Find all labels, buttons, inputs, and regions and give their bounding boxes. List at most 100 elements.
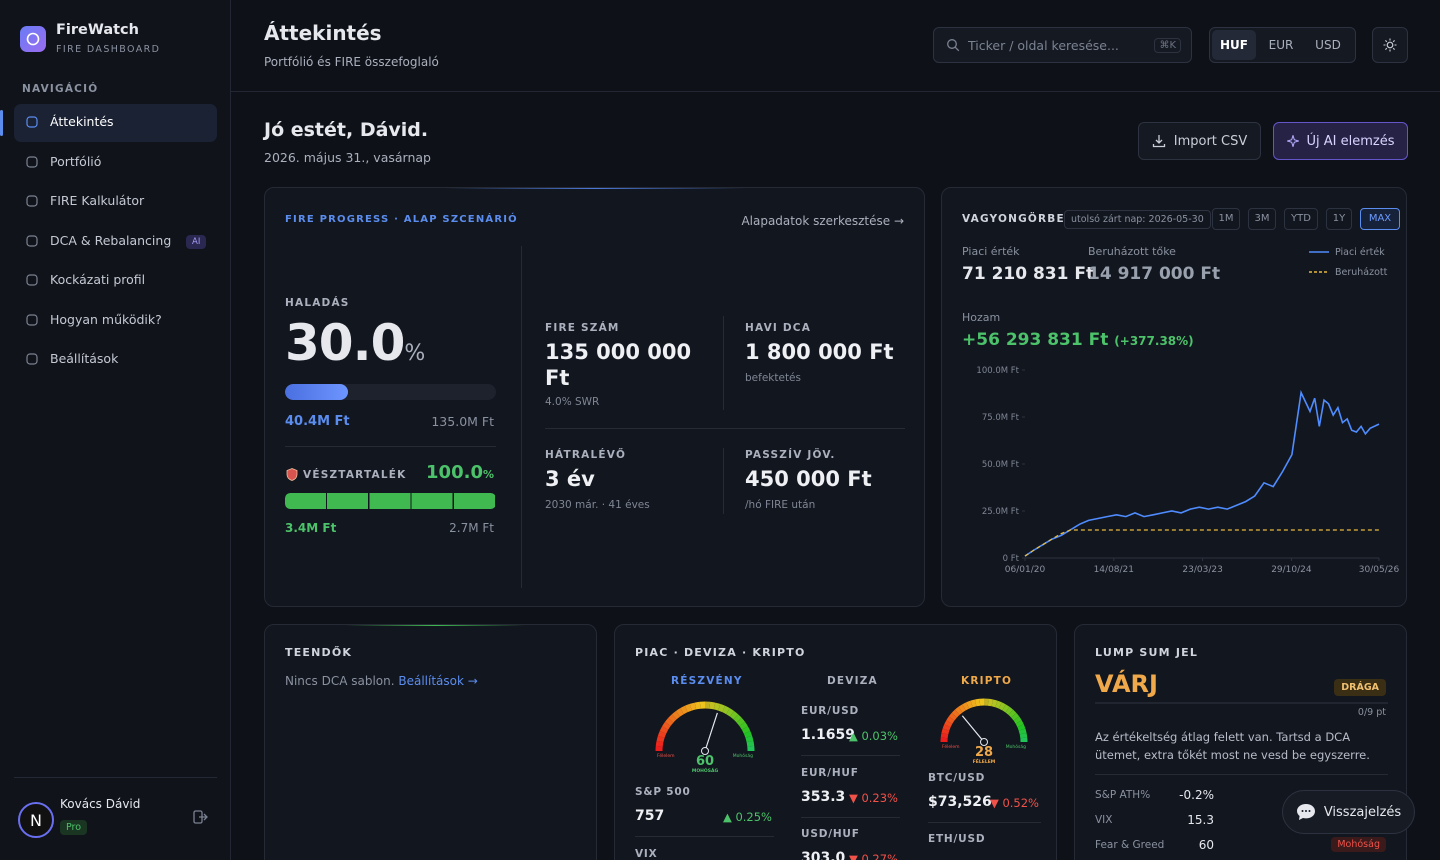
progress-target: 135.0M Ft (431, 414, 494, 429)
nav-item[interactable]: FIRE Kalkulátor (50, 193, 145, 208)
vdivider (521, 246, 522, 588)
quote-name: ETH/USD (928, 833, 986, 845)
logo (20, 26, 46, 52)
nav-icon (26, 195, 38, 207)
gauge-arc (664, 717, 674, 727)
nav-icon (26, 235, 38, 247)
logout-icon[interactable] (192, 809, 208, 825)
avatar: N (18, 802, 54, 838)
gauge-arc (1002, 704, 1010, 713)
range-button[interactable]: MAX (1360, 208, 1400, 230)
todo-link[interactable]: Beállítások → (398, 674, 478, 688)
card-title: TEENDŐK (285, 646, 353, 659)
ai-button[interactable]: Új AI elemzés (1273, 122, 1408, 160)
icon-part (1308, 810, 1311, 812)
quote-name: VIX (635, 848, 658, 860)
column-title: DEVIZA (827, 675, 878, 687)
quote-change: ▲ 0.25% (722, 810, 772, 824)
range-button[interactable]: 1M (1212, 208, 1240, 230)
sun-icon (1383, 38, 1397, 52)
market-card: PIAC · DEVIZA · KRIPTO RÉSZVÉNY DEVIZA K… (614, 624, 1057, 860)
gauge-arc (745, 735, 754, 743)
nav-icon (26, 314, 38, 326)
progress-track (285, 384, 496, 400)
row-tag: Mohóság (1331, 837, 1386, 852)
date: 2026. május 31., vasárnap (264, 150, 431, 165)
gauge-value: 60 (696, 754, 714, 769)
range-button[interactable]: 1Y (1326, 208, 1352, 230)
greeting: Jó estét, Dávid. (264, 119, 429, 141)
icon-shape (26, 314, 38, 326)
currency-option[interactable]: EUR (1268, 38, 1294, 52)
progress-value: 30.0% (285, 314, 425, 372)
icon-path (1286, 135, 1299, 147)
todo-message: Nincs DCA sablon. (285, 674, 395, 688)
user-plan: Pro (60, 820, 88, 835)
nav-item[interactable]: DCA & Rebalancing (50, 233, 172, 248)
gauge-needle (961, 715, 985, 743)
currency-option[interactable]: USD (1315, 38, 1341, 52)
quote-price: $73,526 (928, 794, 992, 810)
nav-item[interactable]: Kockázati profil (50, 272, 146, 287)
wealth-card: VAGYONGÖRBE utolsó zárt nap: 2026-05-30 … (941, 187, 1407, 607)
divider (14, 777, 217, 778)
x-tick-label: 06/01/20 (1005, 565, 1046, 575)
quote-price: 757 (635, 808, 665, 824)
currency-option[interactable]: HUF (1212, 30, 1256, 60)
gauge-label: MOHÓSÁG (692, 767, 719, 774)
gauge-arc (736, 717, 746, 727)
nav-item[interactable]: Áttekintés (50, 114, 114, 129)
gauge-arc (743, 730, 753, 738)
edit-link[interactable]: Alapadatok szerkesztése → (741, 214, 904, 228)
series-line (1024, 389, 1380, 557)
row-label: S&P ATH% (1095, 789, 1151, 801)
icon-shape (26, 353, 38, 365)
gauge-arc (741, 726, 751, 734)
icon-path (286, 468, 298, 481)
nav-item[interactable]: Beállítások (50, 351, 119, 366)
gauge-arc (991, 699, 998, 708)
feedback-button[interactable]: Visszajelzés (1282, 790, 1415, 834)
return-pct: (+377.38%) (1114, 334, 1194, 348)
stat-label: HAVI DCA (745, 322, 812, 334)
nav-active-bg (14, 104, 217, 142)
import-button[interactable]: Import CSV (1138, 122, 1261, 160)
range-button[interactable]: 3M (1248, 208, 1276, 230)
legend-label: Piaci érték (1335, 247, 1385, 258)
return-value: +56 293 831 Ft (+377.38%) (962, 330, 1194, 350)
todos-card: TEENDŐK Nincs DCA sablon. Beállítások → (264, 624, 597, 860)
progress-unit: % (404, 341, 426, 366)
gauge-arc (746, 740, 755, 747)
column-title: KRIPTO (961, 675, 1013, 687)
theme-toggle[interactable] (1372, 27, 1408, 63)
search-box[interactable]: Ticker / oldal keresése... ⌘K (933, 27, 1192, 63)
icon-path (1152, 135, 1165, 148)
y-tick-label: 0 Ft (1003, 554, 1020, 564)
nav-item[interactable]: Hogyan működik? (50, 312, 162, 327)
page-subtitle: Portfólió és FIRE összefoglaló (264, 55, 439, 69)
nav-heading: NAVIGÁCIÓ (22, 83, 99, 95)
gauge-arc (970, 699, 977, 708)
gauge-low: Félelem (657, 752, 675, 759)
sidebar (0, 0, 231, 860)
gauge-arc (694, 701, 701, 710)
gauge-arc (941, 728, 950, 735)
user-name: Kovács Dávid (60, 797, 141, 811)
icon-shape (26, 274, 38, 286)
signal-text: Az értékeltség átlag felett van. Tartsd … (1095, 730, 1370, 762)
search-placeholder: Ticker / oldal keresése... (968, 37, 1119, 53)
quote-name: EUR/HUF (801, 767, 859, 779)
market-value: 71 210 831 Ft (962, 264, 1095, 284)
button-label: Új AI elemzés (1306, 133, 1395, 149)
icon-path (199, 813, 208, 821)
nav-badge: AI (186, 235, 207, 249)
gauge-value: 28 (975, 745, 993, 760)
nav-item[interactable]: Portfólió (50, 154, 102, 169)
range-button[interactable]: YTD (1284, 208, 1318, 230)
y-tick-label: 100.0M Ft (976, 366, 1019, 376)
hdivider (545, 428, 905, 429)
stat-note: /hó FIRE után (745, 499, 816, 511)
